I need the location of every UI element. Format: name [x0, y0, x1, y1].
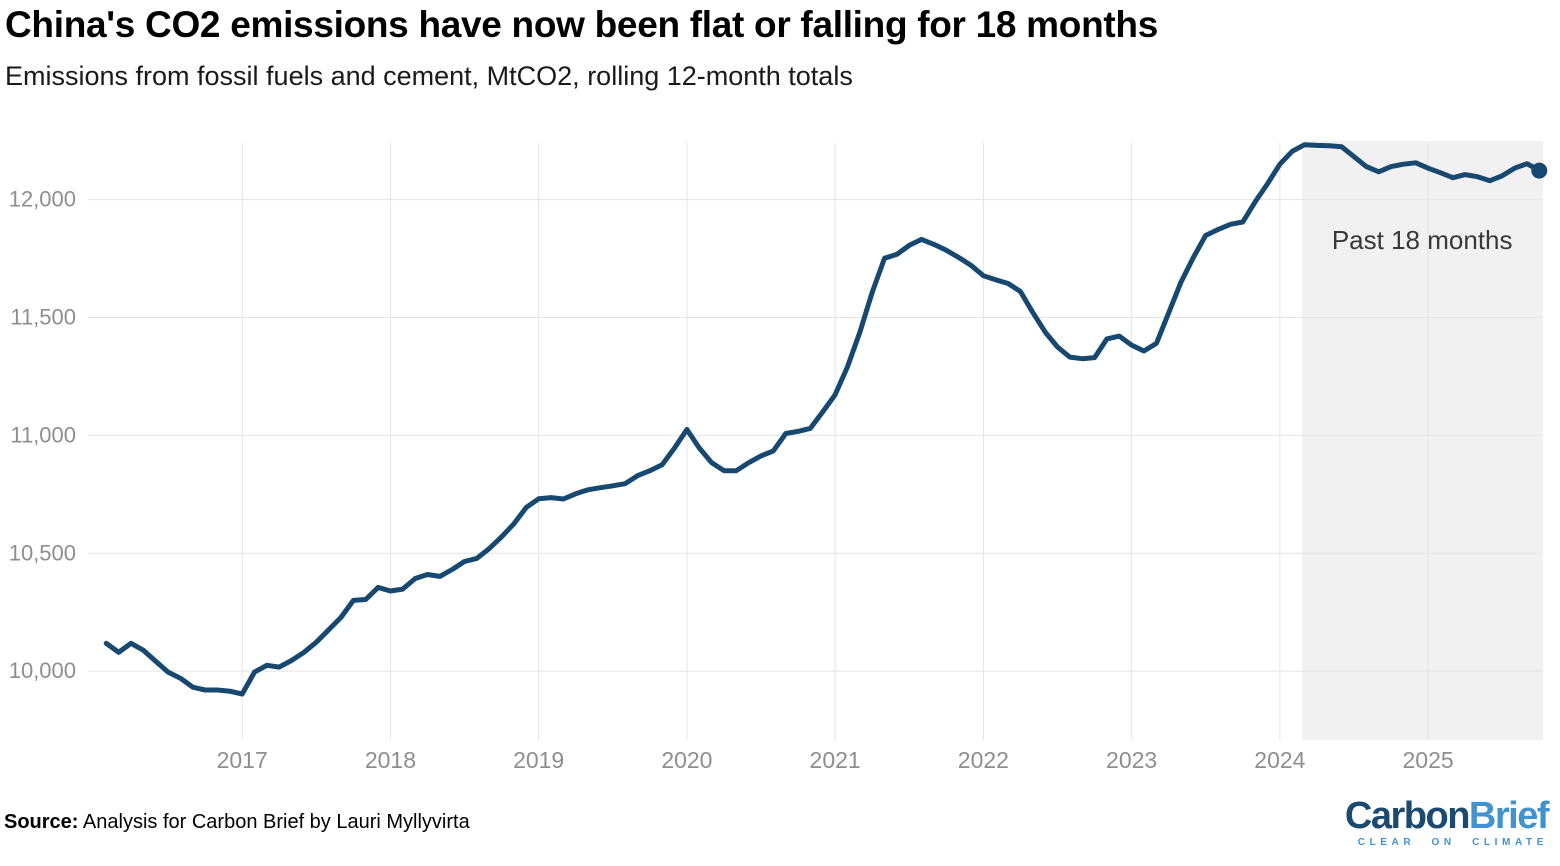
source-line: Source: Analysis for Carbon Brief by Lau…	[4, 811, 470, 834]
y-tick-label-12000: 12,000	[9, 187, 76, 212]
carbonbrief-wordmark: CarbonBrief	[1344, 795, 1550, 837]
logo-brief: Brief	[1468, 795, 1550, 837]
x-tick-label-2018: 2018	[365, 747, 416, 773]
y-tick-label-11500: 11,500	[10, 304, 76, 329]
x-tick-label-2020: 2020	[661, 747, 712, 773]
x-tick-label-2017: 2017	[217, 747, 268, 773]
x-tick-label-2019: 2019	[513, 747, 564, 773]
emissions-line-chart: 2017 2018 2019 2020 2021 2022 2023 2024 2025 10,0…	[9, 141, 1548, 773]
logo-tagline: CLEAR ON CLIMATE	[1357, 837, 1548, 848]
y-tick-label-11000: 11,000	[10, 422, 76, 447]
x-tick-label-2023: 2023	[1106, 747, 1157, 773]
latest-value-dot	[1531, 162, 1548, 179]
y-tick-label-10500: 10,500	[9, 540, 76, 565]
plot-area: 2017 2018 2019 2020 2021 2022 2023 2024 2025 10,0…	[0, 126, 1560, 798]
chart-title: China's CO2 emissions have now been flat…	[5, 4, 1158, 45]
y-tick-label-10000: 10,000	[9, 658, 76, 683]
x-tick-label-2024: 2024	[1254, 747, 1305, 773]
x-tick-label-2022: 2022	[958, 747, 1009, 773]
source-text: Analysis for Carbon Brief by Lauri Mylly…	[78, 811, 470, 833]
band-annotation: Past 18 months	[1332, 225, 1513, 255]
past-18-months-band	[1302, 141, 1543, 740]
logo-carbon: Carbon	[1344, 795, 1471, 837]
emissions-series-line	[103, 142, 1542, 697]
chart-subtitle: Emissions from fossil fuels and cement, …	[5, 61, 853, 91]
carbonbrief-logo: CarbonBrief CLEAR ON CLIMATE	[1344, 795, 1550, 848]
x-tick-label-2021: 2021	[810, 747, 861, 773]
source-label: Source:	[4, 811, 79, 833]
x-tick-label-2025: 2025	[1403, 747, 1454, 773]
